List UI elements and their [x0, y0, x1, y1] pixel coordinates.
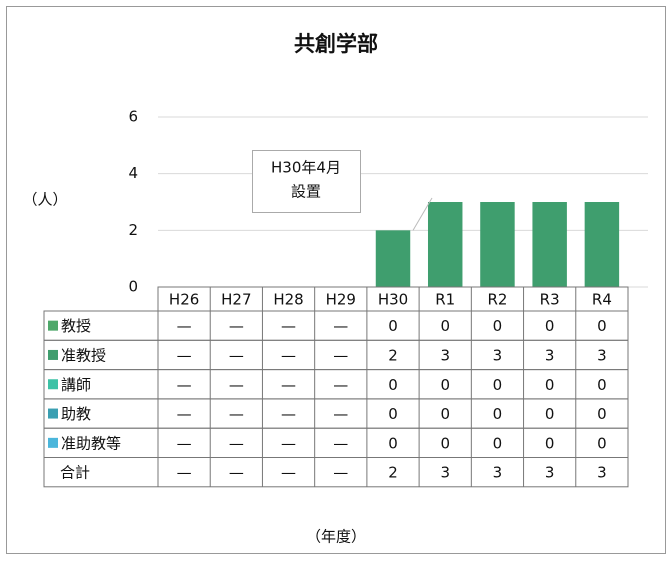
- table-value: 3: [440, 464, 450, 482]
- table-value: 3: [545, 346, 555, 364]
- x-tick-label: H28: [273, 291, 303, 309]
- table-value: 3: [597, 346, 607, 364]
- table-value: —: [177, 317, 192, 335]
- table-value: —: [229, 346, 244, 364]
- y-tick-label: 2: [128, 221, 138, 239]
- table-value: —: [333, 346, 348, 364]
- y-tick-label: 6: [128, 108, 138, 126]
- table-value: 3: [493, 464, 503, 482]
- table-value: 0: [388, 317, 398, 335]
- table-value: 0: [545, 376, 555, 394]
- table-value: —: [281, 405, 296, 423]
- legend-swatch: [48, 379, 58, 390]
- table-value: 0: [545, 405, 555, 423]
- legend-swatch: [48, 408, 58, 419]
- legend-swatch: [48, 320, 58, 331]
- table-value: 0: [597, 376, 607, 394]
- legend-label: 准助教等: [61, 434, 121, 452]
- table-value: —: [333, 376, 348, 394]
- x-tick-label: R2: [487, 291, 507, 309]
- legend-swatch: [48, 437, 58, 448]
- legend-label: 准教授: [61, 346, 106, 364]
- x-tick-label: H29: [326, 291, 356, 309]
- callout-text: 設置: [291, 183, 321, 201]
- bar-segment: [375, 230, 411, 287]
- legend-label: 助教: [61, 405, 91, 423]
- table-value: 0: [493, 405, 503, 423]
- table-value: —: [333, 405, 348, 423]
- table-value: 0: [388, 405, 398, 423]
- table-value: —: [229, 317, 244, 335]
- table-value: —: [281, 346, 296, 364]
- table-value: 0: [388, 434, 398, 452]
- table-value: —: [177, 434, 192, 452]
- legend-swatch: [48, 349, 58, 360]
- x-tick-label: R4: [592, 291, 612, 309]
- table-value: —: [229, 434, 244, 452]
- table-value: 0: [597, 434, 607, 452]
- table-value: 0: [493, 317, 503, 335]
- x-tick-label: H26: [169, 291, 199, 309]
- x-tick-label: H27: [221, 291, 251, 309]
- table-value: —: [281, 317, 296, 335]
- table-value: —: [177, 405, 192, 423]
- bar-segment: [427, 202, 463, 287]
- y-tick-label: 4: [128, 164, 138, 182]
- table-value: —: [333, 464, 348, 482]
- callout-text: H30年4月: [271, 159, 341, 177]
- bar-segment: [532, 202, 567, 287]
- table-value: 0: [440, 434, 450, 452]
- legend-label: 講師: [61, 376, 91, 394]
- table-value: 0: [545, 434, 555, 452]
- table-value: —: [281, 464, 296, 482]
- x-tick-label: R1: [435, 291, 455, 309]
- table-row-border: [43, 457, 629, 488]
- x-tick-label: H30: [378, 291, 408, 309]
- table-value: —: [281, 376, 296, 394]
- legend-label: 教授: [61, 317, 91, 335]
- chart-title: 共創学部: [294, 32, 378, 56]
- table-value: 0: [597, 317, 607, 335]
- x-tick-label: R3: [540, 291, 560, 309]
- callout-leader: [412, 197, 433, 231]
- table-value: —: [281, 434, 296, 452]
- table-value: —: [177, 464, 192, 482]
- table-value: —: [333, 317, 348, 335]
- table-value: —: [229, 464, 244, 482]
- table-value: 3: [545, 464, 555, 482]
- table-value: 0: [440, 317, 450, 335]
- table-value: 2: [388, 346, 398, 364]
- table-value: 0: [440, 405, 450, 423]
- table-value: 0: [493, 434, 503, 452]
- table-value: —: [229, 405, 244, 423]
- table-value: 3: [440, 346, 450, 364]
- row-label: 合計: [60, 464, 90, 482]
- bar-segment: [480, 202, 515, 287]
- table-value: 3: [493, 346, 503, 364]
- table-value: 0: [440, 376, 450, 394]
- table-value: 3: [597, 464, 607, 482]
- table-value: 2: [388, 464, 398, 482]
- x-axis-label: （年度）: [306, 528, 366, 546]
- table-value: 0: [388, 376, 398, 394]
- table-value: —: [229, 376, 244, 394]
- y-axis-label: （人）: [22, 191, 67, 209]
- callout-box: [252, 150, 361, 213]
- table-value: —: [333, 434, 348, 452]
- table-value: 0: [493, 376, 503, 394]
- table-value: —: [177, 346, 192, 364]
- table-value: —: [177, 376, 192, 394]
- y-tick-label: 0: [128, 278, 138, 296]
- bar-segment: [584, 202, 620, 287]
- table-value: 0: [545, 317, 555, 335]
- table-value: 0: [597, 405, 607, 423]
